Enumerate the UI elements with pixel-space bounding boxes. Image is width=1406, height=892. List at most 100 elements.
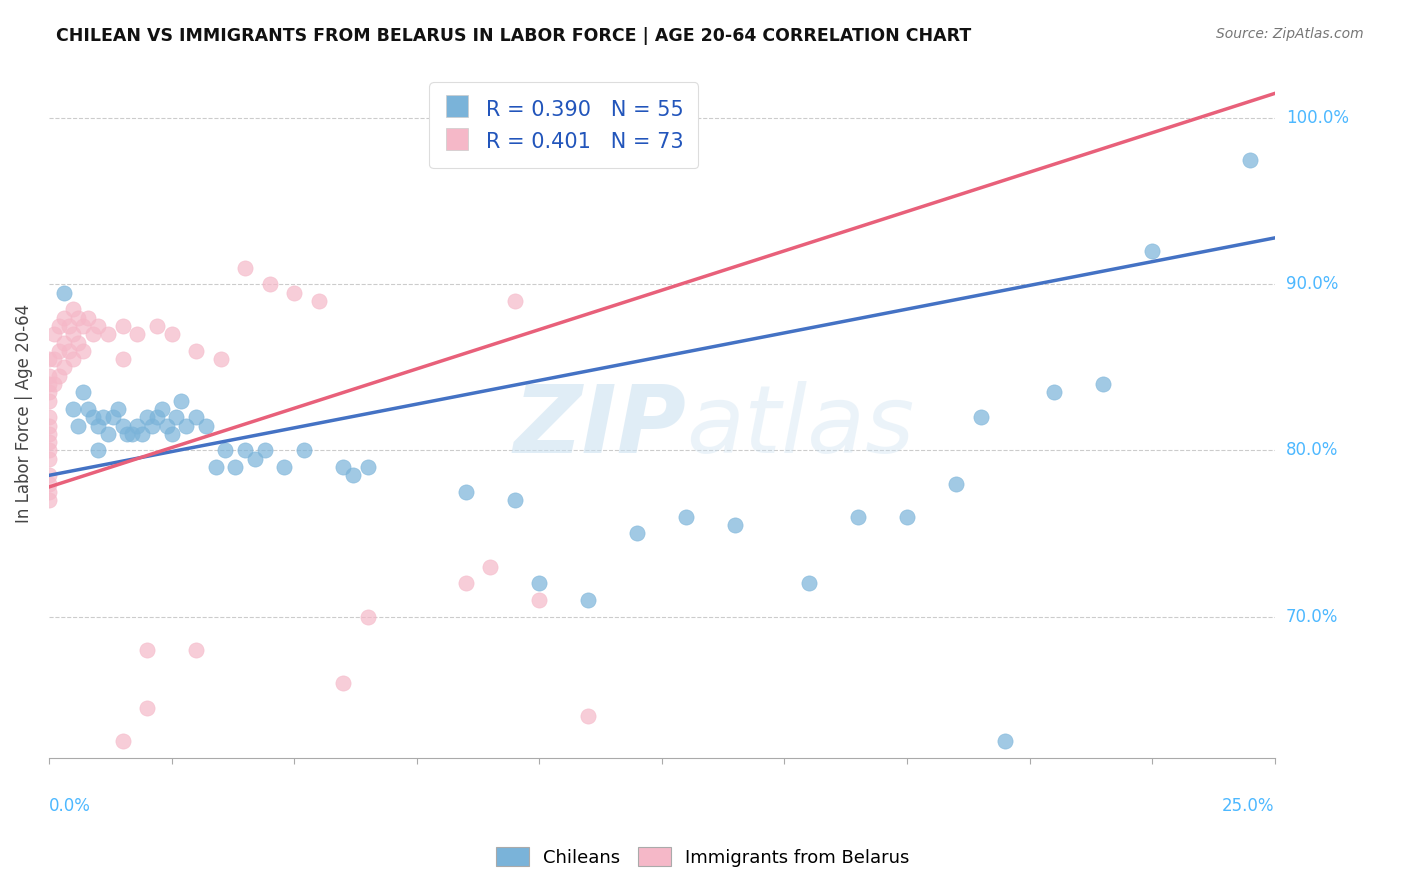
- Point: [62, 352, 84, 367]
- Point: [136, 701, 159, 715]
- Point: [141, 418, 163, 433]
- Point: [82, 410, 104, 425]
- Point: [52, 285, 75, 300]
- Point: [38, 443, 60, 458]
- Point: [576, 593, 599, 607]
- Point: [204, 460, 226, 475]
- Point: [48, 343, 70, 358]
- Point: [38, 410, 60, 425]
- Point: [121, 426, 143, 441]
- Point: [503, 493, 526, 508]
- Point: [107, 401, 129, 416]
- Point: [97, 426, 120, 441]
- Point: [146, 318, 169, 333]
- Point: [52, 360, 75, 375]
- Point: [136, 410, 159, 425]
- Point: [529, 593, 551, 607]
- Point: [62, 327, 84, 342]
- Point: [67, 310, 90, 325]
- Point: [454, 576, 477, 591]
- Point: [342, 468, 364, 483]
- Point: [259, 277, 281, 292]
- Point: [308, 293, 330, 308]
- Point: [797, 576, 820, 591]
- Point: [67, 335, 90, 350]
- Point: [846, 509, 869, 524]
- Point: [77, 401, 100, 416]
- Point: [1043, 385, 1066, 400]
- Point: [111, 318, 134, 333]
- Point: [160, 426, 183, 441]
- Text: 25.0%: 25.0%: [1222, 797, 1275, 814]
- Point: [42, 327, 65, 342]
- Point: [160, 327, 183, 342]
- Point: [72, 385, 94, 400]
- Point: [156, 418, 179, 433]
- Text: Source: ZipAtlas.com: Source: ZipAtlas.com: [1216, 27, 1364, 41]
- Point: [58, 343, 80, 358]
- Point: [243, 451, 266, 466]
- Point: [332, 676, 354, 690]
- Point: [72, 343, 94, 358]
- Point: [969, 410, 991, 425]
- Point: [38, 435, 60, 450]
- Point: [111, 352, 134, 367]
- Point: [253, 443, 276, 458]
- Point: [503, 293, 526, 308]
- Point: [38, 468, 60, 483]
- Point: [38, 393, 60, 408]
- Point: [356, 609, 378, 624]
- Point: [146, 410, 169, 425]
- Point: [38, 451, 60, 466]
- Point: [184, 343, 207, 358]
- Point: [52, 310, 75, 325]
- Point: [38, 493, 60, 508]
- Legend: Chileans, Immigrants from Belarus: Chileans, Immigrants from Belarus: [489, 840, 917, 874]
- Point: [170, 393, 193, 408]
- Text: CHILEAN VS IMMIGRANTS FROM BELARUS IN LABOR FORCE | AGE 20-64 CORRELATION CHART: CHILEAN VS IMMIGRANTS FROM BELARUS IN LA…: [56, 27, 972, 45]
- Point: [136, 642, 159, 657]
- Point: [48, 318, 70, 333]
- Point: [58, 318, 80, 333]
- Point: [87, 318, 110, 333]
- Point: [38, 418, 60, 433]
- Text: 0.0%: 0.0%: [49, 797, 91, 814]
- Point: [209, 352, 232, 367]
- Point: [292, 443, 315, 458]
- Point: [165, 410, 187, 425]
- Text: 80.0%: 80.0%: [1286, 442, 1339, 459]
- Point: [67, 418, 90, 433]
- Point: [724, 518, 747, 533]
- Point: [87, 443, 110, 458]
- Point: [131, 426, 153, 441]
- Point: [42, 377, 65, 392]
- Point: [356, 460, 378, 475]
- Point: [38, 476, 60, 491]
- Point: [273, 460, 295, 475]
- Point: [127, 327, 149, 342]
- Point: [91, 410, 114, 425]
- Point: [479, 559, 502, 574]
- Point: [194, 418, 217, 433]
- Point: [38, 352, 60, 367]
- Text: 100.0%: 100.0%: [1286, 110, 1348, 128]
- Point: [626, 526, 648, 541]
- Point: [150, 401, 173, 416]
- Point: [52, 335, 75, 350]
- Point: [214, 443, 236, 458]
- Point: [72, 318, 94, 333]
- Point: [38, 368, 60, 383]
- Point: [38, 426, 60, 441]
- Point: [174, 418, 197, 433]
- Point: [224, 460, 246, 475]
- Point: [127, 418, 149, 433]
- Text: 70.0%: 70.0%: [1286, 607, 1339, 625]
- Legend: R = 0.390   N = 55, R = 0.401   N = 73: R = 0.390 N = 55, R = 0.401 N = 73: [429, 82, 697, 168]
- Point: [994, 734, 1017, 748]
- Text: 90.0%: 90.0%: [1286, 276, 1339, 293]
- Point: [945, 476, 967, 491]
- Point: [38, 377, 60, 392]
- Point: [111, 734, 134, 748]
- Point: [111, 418, 134, 433]
- Point: [42, 352, 65, 367]
